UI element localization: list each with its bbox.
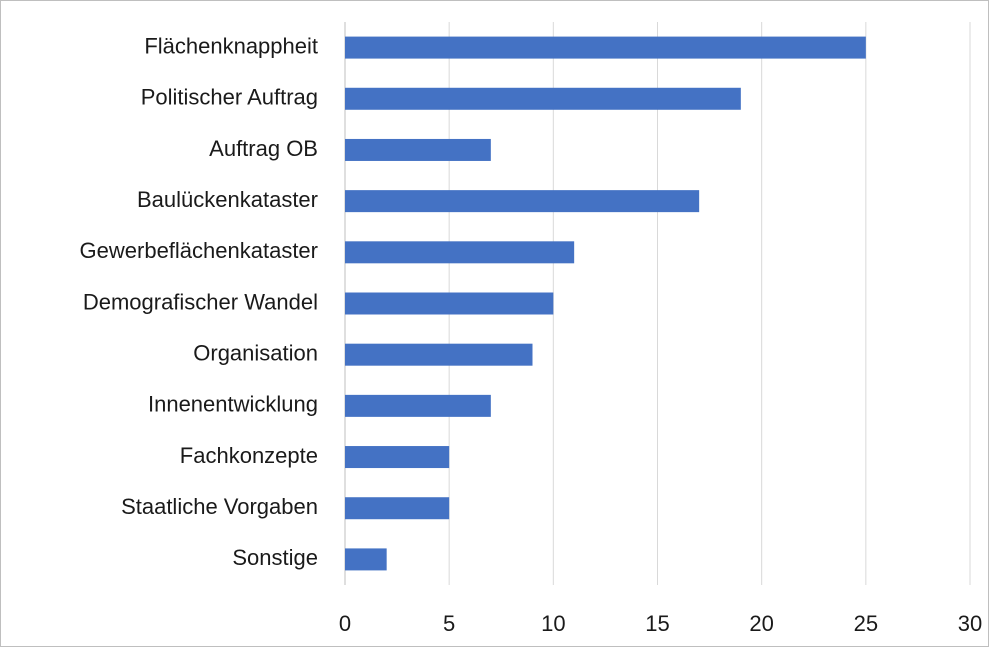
bar [345,343,533,366]
y-tick-label: Baulückenkataster [137,187,318,212]
bar [345,446,450,469]
bar [345,87,741,110]
x-tick-label: 10 [541,611,565,636]
x-tick-label: 30 [958,611,982,636]
bar [345,190,700,213]
y-tick-label: Flächenknappheit [144,33,318,58]
y-tick-label: Gewerbeflächenkataster [80,238,318,263]
x-tick-label: 20 [749,611,773,636]
bar [345,394,491,417]
bar [345,548,387,571]
y-tick-label: Auftrag OB [209,136,318,161]
bar [345,36,866,59]
y-tick-label: Fachkonzepte [180,443,318,468]
y-tick-label: Staatliche Vorgaben [121,494,318,519]
bar [345,138,491,161]
y-tick-label: Innenentwicklung [148,392,318,417]
y-tick-label: Sonstige [232,545,318,570]
x-tick-label: 25 [854,611,878,636]
bar [345,292,554,315]
x-tick-label: 5 [443,611,455,636]
y-tick-label: Organisation [193,340,318,365]
x-tick-label: 0 [339,611,351,636]
x-tick-label: 15 [645,611,669,636]
y-tick-label: Politischer Auftrag [141,85,318,110]
bar [345,241,575,264]
bar [345,497,450,520]
y-tick-label: Demografischer Wandel [83,289,318,314]
